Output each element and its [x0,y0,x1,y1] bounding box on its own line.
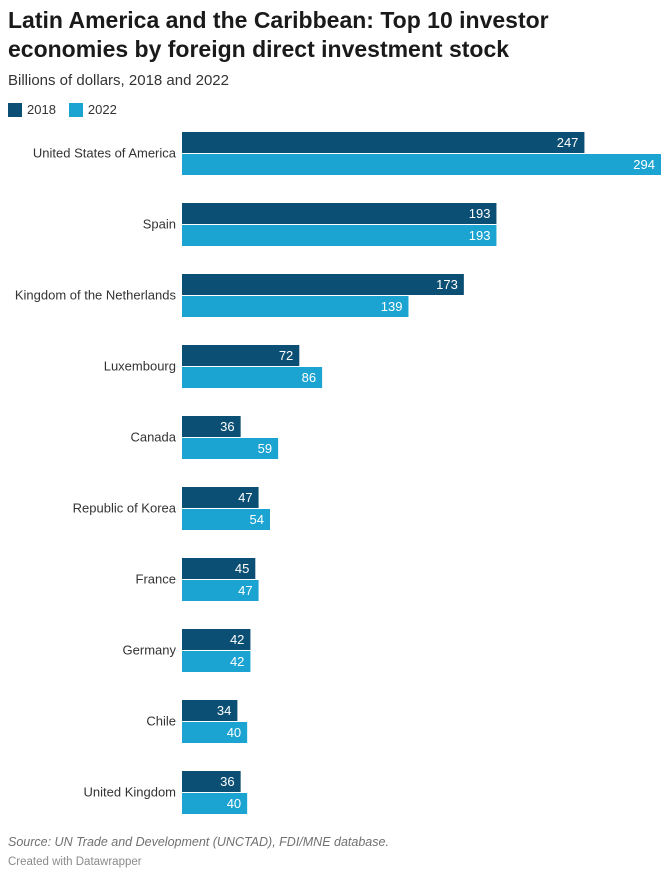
bar-2022-united-states-of-america [182,154,661,175]
value-label-2022-united-states-of-america: 294 [633,157,655,172]
chart-subtitle: Billions of dollars, 2018 and 2022 [8,72,229,89]
value-label-2018-republic-of-korea: 47 [238,490,252,505]
bar-2022-chile [182,722,248,743]
value-label-2018-canada: 36 [220,419,234,434]
value-label-2022-republic-of-korea: 54 [250,512,264,527]
value-label-2018-luxembourg: 72 [279,348,293,363]
bar-2018-united-states-of-america [182,132,585,153]
legend: 2018 2022 [8,101,130,119]
bar-2018-canada [182,416,241,437]
value-label-2022-canada: 59 [258,441,272,456]
value-label-2022-germany: 42 [230,654,244,669]
legend-item-2018: 2018 [8,101,56,119]
value-label-2022-united-kingdom: 40 [227,796,241,811]
value-label-2022-france: 47 [238,583,252,598]
bar-2018-france [182,558,256,579]
bar-2018-united-kingdom [182,771,241,792]
value-label-2018-united-states-of-america: 247 [557,135,579,150]
bar-2022-spain [182,225,497,246]
category-label-kingdom-of-the-netherlands: Kingdom of the Netherlands [15,288,177,303]
category-label-united-kingdom: United Kingdom [84,785,177,800]
category-label-united-states-of-america: United States of America [33,146,177,161]
category-label-spain: Spain [143,217,176,232]
category-label-france: France [136,572,176,587]
source-note: Source: UN Trade and Development (UNCTAD… [8,835,389,849]
bar-2018-spain [182,203,497,224]
bar-2022-luxembourg [182,367,323,388]
bar-2018-germany [182,629,251,650]
value-label-2018-france: 45 [235,561,249,576]
bar-2018-republic-of-korea [182,487,259,508]
category-label-canada: Canada [130,430,176,445]
category-label-germany: Germany [123,643,177,658]
value-label-2018-germany: 42 [230,632,244,647]
chart-title: Latin America and the Caribbean: Top 10 … [8,7,549,62]
category-label-chile: Chile [146,714,176,729]
bar-2022-united-kingdom [182,793,248,814]
bar-2022-republic-of-korea [182,509,270,530]
legend-swatch-2022 [68,103,83,117]
value-label-2022-spain: 193 [469,228,491,243]
value-label-2018-spain: 193 [469,206,491,221]
legend-item-2022: 2022 [68,101,117,119]
bar-2018-chile [182,700,238,721]
bar-2022-kingdom-of-the-netherlands [182,296,409,317]
bar-2022-france [182,580,259,601]
legend-swatch-2018 [8,103,22,117]
legend-label-2018: 2018 [27,102,56,117]
value-label-2022-luxembourg: 86 [302,370,316,385]
legend-label-2022: 2022 [87,102,117,117]
category-label-republic-of-korea: Republic of Korea [73,501,177,516]
value-label-2018-chile: 34 [217,703,231,718]
bar-2022-germany [182,651,251,672]
credit-note: Created with Datawrapper [8,856,142,868]
bar-2018-luxembourg [182,345,300,366]
value-label-2018-kingdom-of-the-netherlands: 173 [436,277,458,292]
value-label-2022-kingdom-of-the-netherlands: 139 [381,299,403,314]
bar-2022-canada [182,438,279,459]
category-label-luxembourg: Luxembourg [104,359,176,374]
value-label-2022-chile: 40 [227,725,241,740]
bar-2018-kingdom-of-the-netherlands [182,274,464,295]
value-label-2018-united-kingdom: 36 [220,774,234,789]
